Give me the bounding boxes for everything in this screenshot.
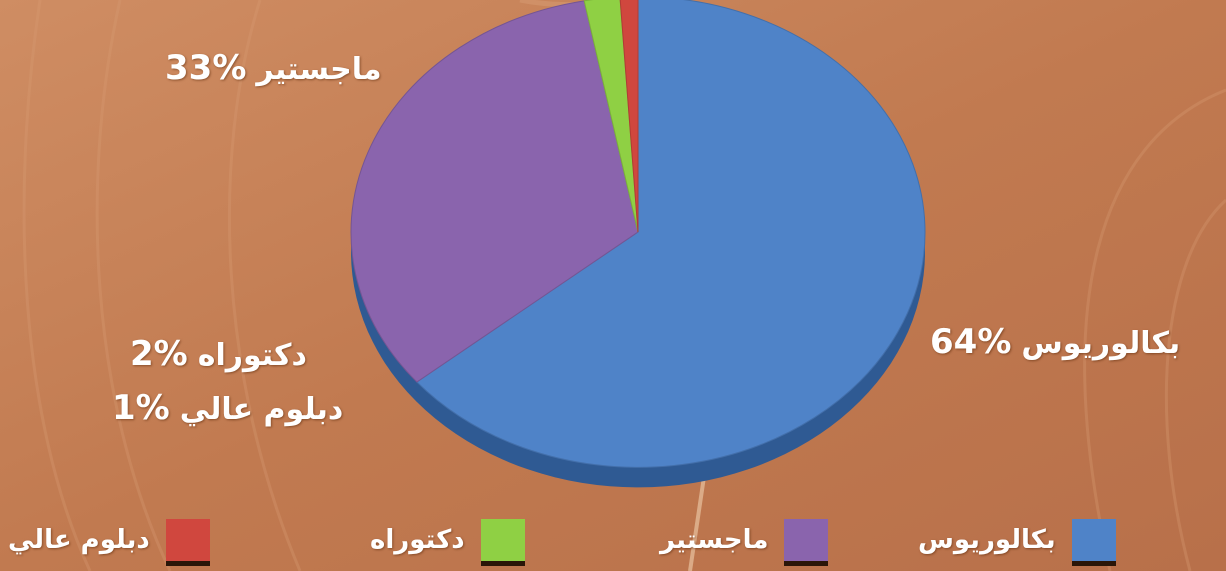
- slice-value: 33%: [165, 48, 247, 88]
- slice-name: بكالوريوس: [1021, 326, 1181, 361]
- legend-label: دبلوم عالي: [8, 525, 150, 555]
- pie-slice-0: [416, 0, 926, 468]
- legend-item-high-diploma: دبلوم عالي: [8, 515, 210, 565]
- slice-value: 64%: [930, 322, 1012, 362]
- slice-value: 2%: [130, 334, 188, 374]
- legend-item-doctorate: دكتوراه: [370, 515, 525, 565]
- legend-label: ماجستير: [660, 525, 769, 555]
- legend-swatch: [480, 519, 525, 561]
- slice-name: ماجستير: [256, 52, 382, 87]
- slice-label-bachelor: 64% بكالوريوس: [930, 322, 1180, 362]
- legend-swatch: [784, 519, 829, 561]
- slice-name: دبلوم عالي: [179, 392, 344, 427]
- legend-item-bachelor: بكالوريوس: [918, 515, 1116, 565]
- pie-slice-3: [619, 0, 639, 233]
- legend-label: بكالوريوس: [918, 525, 1056, 555]
- pie-slice-1: [350, 0, 639, 383]
- slice-label-magister: 33% ماجستير: [165, 48, 382, 88]
- legend-item-magister: ماجستير: [660, 515, 829, 565]
- slice-name: دكتوراه: [197, 338, 307, 373]
- legend-swatch: [165, 519, 210, 561]
- legend-swatch: [1071, 519, 1116, 561]
- legend-label: دكتوراه: [370, 525, 465, 555]
- slice-label-high-diploma: 1% دبلوم عالي: [112, 388, 343, 428]
- pie-slices: [350, 0, 926, 468]
- slice-value: 1%: [112, 388, 170, 428]
- slice-label-doctorate: 2% دكتوراه: [130, 334, 307, 374]
